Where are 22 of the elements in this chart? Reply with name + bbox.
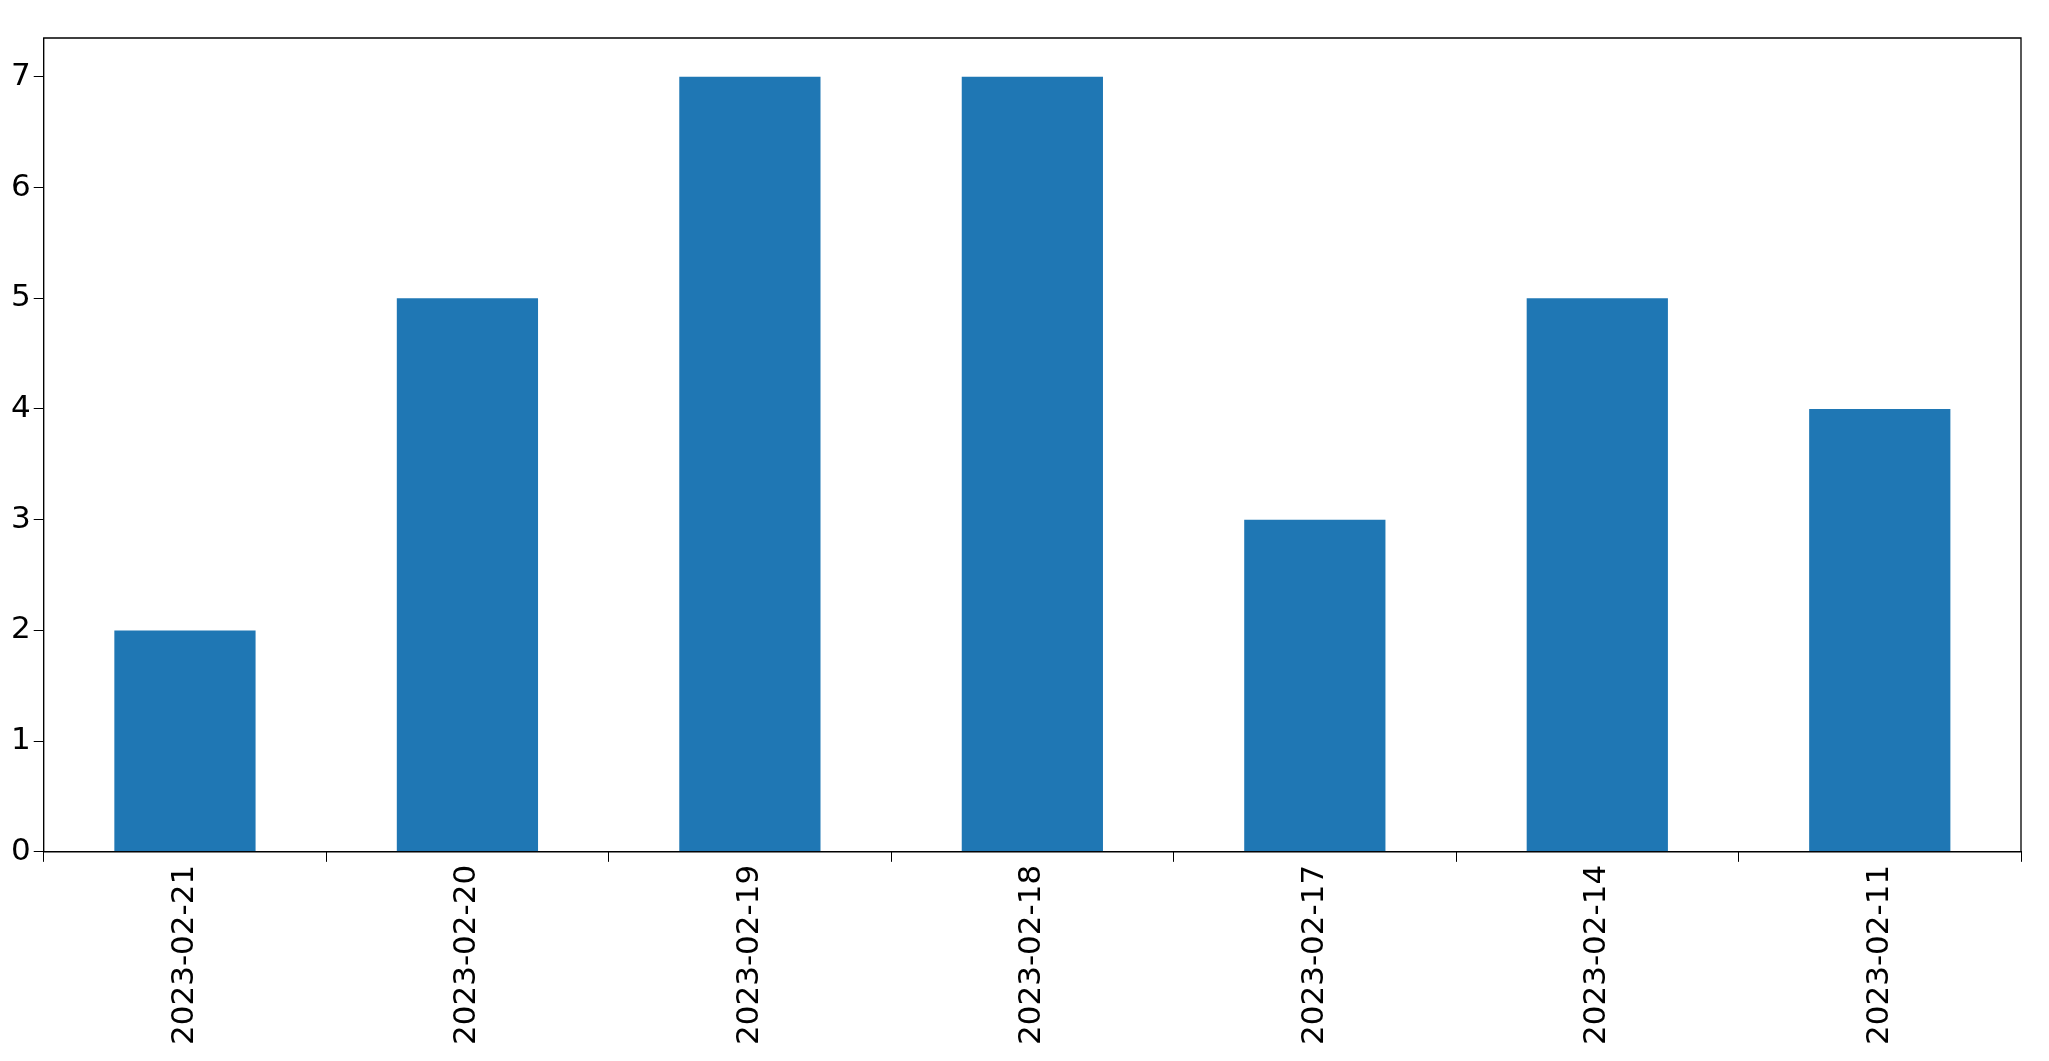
y-tick-label: 5	[10, 277, 31, 314]
y-tick-label: 4	[10, 387, 31, 424]
bar	[961, 76, 1103, 852]
bar	[679, 76, 821, 852]
x-tick-label: 2023-02-14	[1576, 864, 1613, 1046]
y-tick-label: 1	[10, 720, 31, 757]
x-tick-label: 2023-02-19	[728, 864, 765, 1046]
bar	[114, 630, 256, 852]
x-tick-label: 2023-02-18	[1011, 864, 1048, 1046]
bar	[1244, 519, 1386, 852]
y-tick-label: 6	[10, 166, 31, 203]
bar	[396, 298, 539, 852]
x-tick-label: 2023-02-11	[1858, 864, 1895, 1046]
bar	[1526, 298, 1668, 852]
bar	[1809, 408, 1951, 852]
x-tick-label: 2023-02-20	[446, 864, 483, 1046]
x-tick-label: 2023-02-21	[164, 864, 200, 1046]
y-tick-label: 2	[10, 609, 31, 646]
y-tick-label: 0	[10, 830, 31, 867]
y-tick-label: 3	[10, 498, 31, 535]
x-tick-label: 2023-02-17	[1293, 864, 1330, 1046]
y-tick-label: 7	[10, 55, 31, 92]
